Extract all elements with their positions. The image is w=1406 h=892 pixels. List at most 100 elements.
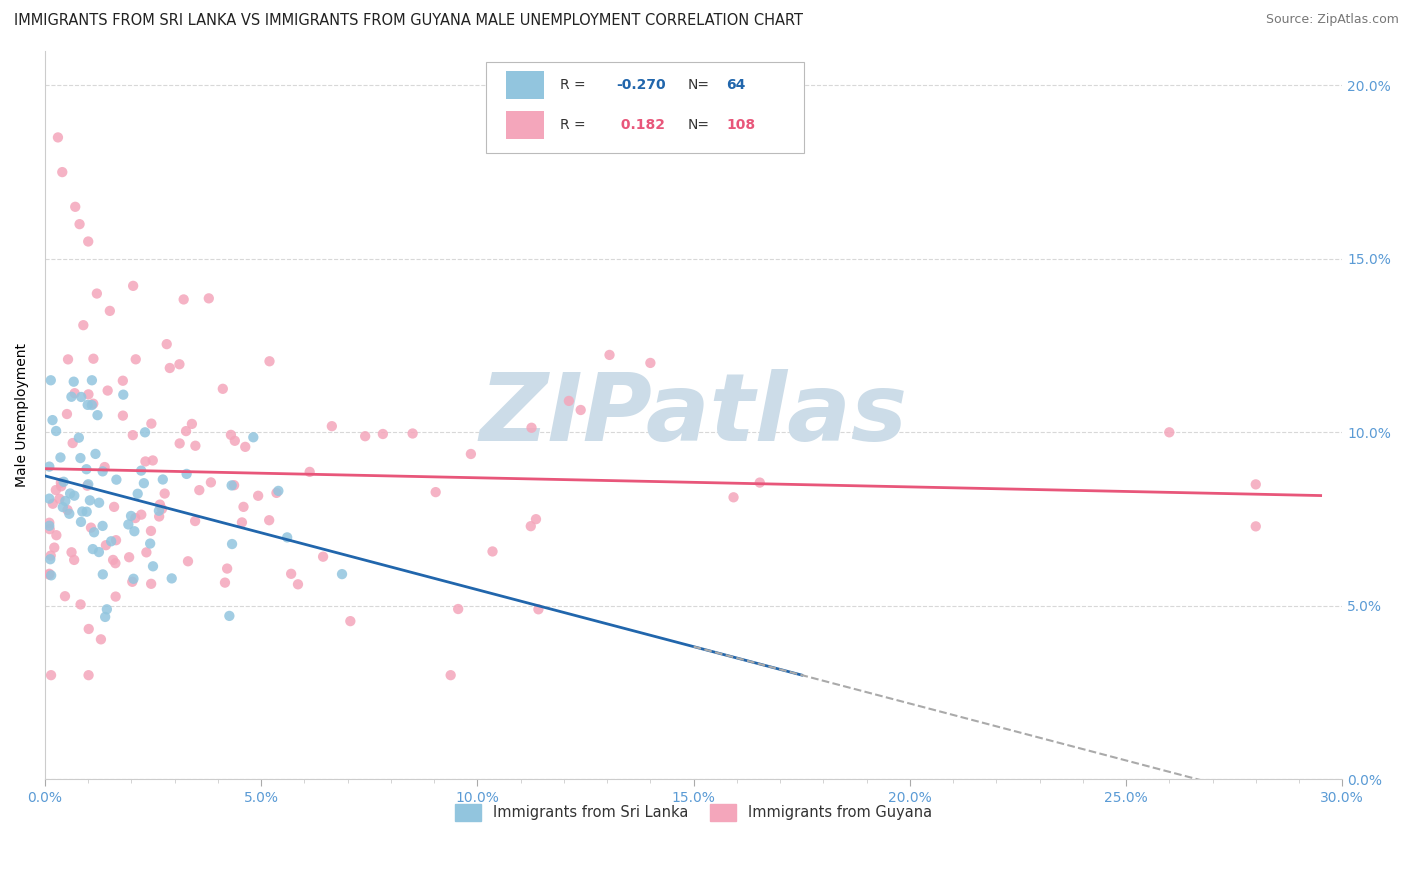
Point — [267, 483, 290, 498]
Point — [287, 577, 309, 591]
Point — [198, 291, 221, 305]
Point — [80, 398, 103, 412]
Point — [103, 500, 125, 514]
Point — [231, 516, 253, 530]
Point — [77, 668, 100, 682]
FancyBboxPatch shape — [506, 71, 544, 99]
Point — [321, 419, 343, 434]
Point — [58, 507, 80, 521]
FancyBboxPatch shape — [506, 112, 544, 139]
Point — [72, 504, 94, 518]
Point — [49, 450, 72, 465]
Point — [211, 382, 233, 396]
Point — [45, 424, 67, 438]
Point — [60, 390, 83, 404]
Legend: Immigrants from Sri Lanka, Immigrants from Guyana: Immigrants from Sri Lanka, Immigrants fr… — [449, 798, 938, 827]
Point — [242, 430, 264, 444]
Point — [77, 387, 100, 401]
Text: N=: N= — [688, 78, 709, 92]
Point — [79, 493, 101, 508]
Point — [214, 575, 236, 590]
Point — [96, 602, 118, 616]
Point — [217, 561, 239, 575]
Point — [222, 478, 245, 492]
Point — [70, 515, 93, 529]
Point — [91, 464, 114, 478]
Point — [218, 608, 240, 623]
Point — [124, 511, 146, 525]
Point — [77, 622, 100, 636]
Point — [121, 574, 143, 589]
Point — [39, 373, 62, 387]
Point — [38, 516, 60, 530]
Point — [460, 447, 482, 461]
Point — [748, 475, 770, 490]
Point — [266, 486, 288, 500]
Point — [520, 421, 543, 435]
Point — [101, 553, 124, 567]
Point — [129, 508, 152, 522]
Point — [276, 530, 298, 544]
Point — [169, 357, 191, 371]
Point — [38, 459, 60, 474]
Point — [139, 536, 162, 550]
Point — [121, 428, 143, 442]
Point — [132, 476, 155, 491]
Point — [527, 602, 550, 616]
Point — [169, 436, 191, 450]
Point — [221, 478, 243, 492]
Point — [83, 525, 105, 540]
Point — [94, 610, 117, 624]
Point — [141, 417, 163, 431]
Point — [80, 521, 103, 535]
Point — [41, 413, 63, 427]
Point — [127, 487, 149, 501]
Point — [45, 483, 67, 497]
Point — [77, 235, 100, 249]
Point — [75, 462, 97, 476]
Point — [156, 337, 179, 351]
Point — [38, 522, 60, 536]
Point — [1244, 477, 1267, 491]
Point — [354, 429, 377, 443]
Point — [569, 403, 592, 417]
Point — [599, 348, 621, 362]
Text: R =: R = — [560, 78, 586, 92]
Point — [447, 602, 470, 616]
Point — [122, 572, 145, 586]
Point — [76, 479, 98, 493]
Point — [45, 528, 67, 542]
Point — [142, 559, 165, 574]
Point — [80, 373, 103, 387]
Point — [219, 428, 242, 442]
Point — [42, 497, 65, 511]
Point — [38, 518, 60, 533]
Point — [259, 354, 281, 368]
Point — [129, 464, 152, 478]
Point — [371, 427, 394, 442]
Point — [69, 598, 91, 612]
Point — [86, 408, 108, 422]
Point — [67, 431, 90, 445]
Point — [53, 494, 76, 508]
Point — [63, 489, 86, 503]
Point — [298, 465, 321, 479]
Point — [176, 467, 198, 481]
Point — [148, 504, 170, 518]
Point — [105, 473, 128, 487]
Point — [51, 165, 73, 179]
Point — [184, 514, 207, 528]
Point — [330, 567, 353, 582]
Point — [72, 318, 94, 333]
Point — [280, 566, 302, 581]
Point — [56, 407, 79, 421]
Point — [120, 508, 142, 523]
Point — [82, 542, 104, 557]
Point — [69, 451, 91, 466]
Point — [76, 505, 98, 519]
Point — [160, 571, 183, 585]
Text: R =: R = — [560, 118, 586, 132]
Y-axis label: Male Unemployment: Male Unemployment — [15, 343, 30, 487]
Point — [134, 454, 156, 468]
Point — [56, 352, 79, 367]
